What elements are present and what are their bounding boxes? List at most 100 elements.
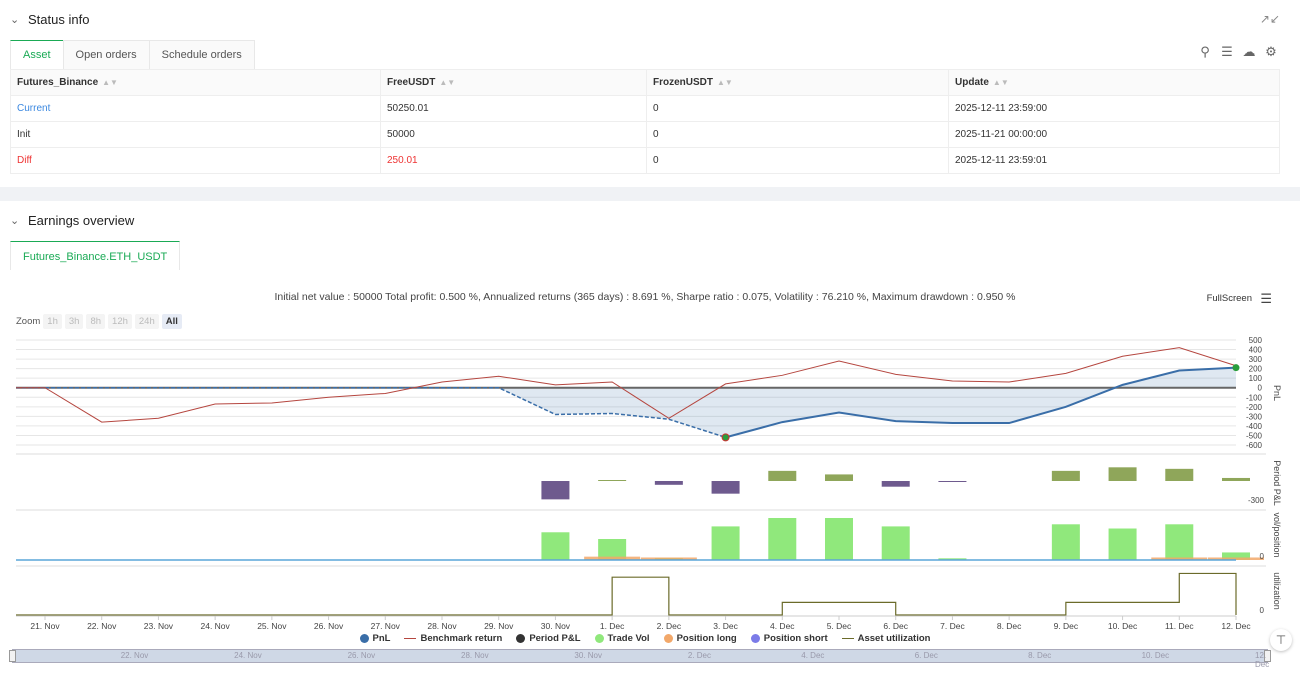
x-tick-label: 6. Dec xyxy=(883,621,908,631)
period-pl-bar xyxy=(711,481,740,494)
x-tick-label: 26. Nov xyxy=(314,621,344,631)
pnl-tick-label: 0 xyxy=(1258,384,1263,393)
cell-free: 50000 xyxy=(380,121,647,148)
search-icon[interactable]: ⚲ xyxy=(1200,44,1210,59)
trade-vol-bar xyxy=(1051,524,1080,560)
trade-vol-bar xyxy=(598,539,627,560)
sort-icon[interactable]: ▲▼ xyxy=(439,78,456,87)
earnings-title: Earnings overview xyxy=(28,213,135,228)
zoom-all-button[interactable]: All xyxy=(161,314,182,329)
legend-benchmark-marker xyxy=(404,638,417,639)
pnl-tick-label: -600 xyxy=(1246,441,1263,450)
navigator-label: 24. Nov xyxy=(234,651,262,660)
navigator-label: 28. Nov xyxy=(461,651,489,660)
tab-schedule-orders[interactable]: Schedule orders xyxy=(148,40,255,69)
legend-item-benchmark[interactable]: Benchmark return xyxy=(404,633,502,644)
legend-item-trade-vol[interactable]: Trade Vol xyxy=(594,633,650,644)
period-pl-bar xyxy=(1051,470,1080,481)
zoom-controls: Zoom 1h 3h 8h 12h 24h All xyxy=(16,314,182,329)
period-pl-bar xyxy=(1222,477,1250,481)
table-row: Init 50000 0 2025-11-21 00:00:00 xyxy=(10,121,1280,148)
cell-free: 50250.01 xyxy=(380,95,647,122)
x-tick-label: 3. Dec xyxy=(713,621,738,631)
scroll-to-top-button[interactable]: ⊤ xyxy=(1270,629,1292,651)
earnings-header[interactable]: ⌄ Earnings overview xyxy=(10,213,134,228)
sort-icon[interactable]: ▲▼ xyxy=(992,78,1009,87)
navigator-label: 2. Dec xyxy=(687,651,711,660)
expand-icon[interactable]: ↗↙ xyxy=(1259,12,1280,26)
col-header-freeusdt[interactable]: FreeUSDT ▲▼ xyxy=(380,69,647,96)
list-icon[interactable]: ☰ xyxy=(1221,44,1233,59)
cell-update: 2025-11-21 00:00:00 xyxy=(948,121,1280,148)
zoom-12h-button[interactable]: 12h xyxy=(108,314,132,329)
pnl-tick-label: 300 xyxy=(1249,355,1263,364)
period-pl-bar xyxy=(825,474,853,481)
zoom-24h-button[interactable]: 24h xyxy=(134,314,159,329)
x-tick-label: 23. Nov xyxy=(144,621,174,631)
performance-summary: Initial net value : 50000 Total profit: … xyxy=(274,291,1016,303)
col-header-update[interactable]: Update ▲▼ xyxy=(948,69,1280,96)
menu-icon[interactable]: ☰ xyxy=(1260,291,1272,306)
tab-asset[interactable]: Asset xyxy=(10,40,64,69)
vol-tick-label: 0 xyxy=(1260,552,1265,561)
legend-item-asset-utilization[interactable]: Asset utilization xyxy=(841,633,930,644)
x-tick-label: 5. Dec xyxy=(827,621,852,631)
navigator-left-handle[interactable] xyxy=(9,650,16,662)
legend-item-pnl[interactable]: PnL xyxy=(359,633,390,644)
pnl-tick-label: -400 xyxy=(1246,422,1263,431)
vol-axis-label: vol/position xyxy=(1272,512,1282,557)
x-tick-label: 11. Dec xyxy=(1165,621,1194,631)
x-tick-label: 25. Nov xyxy=(257,621,287,631)
trade-vol-bar xyxy=(711,526,740,560)
sort-icon[interactable]: ▲▼ xyxy=(102,78,118,87)
position-long-bar xyxy=(1151,557,1208,560)
trade-vol-bar xyxy=(1165,524,1194,560)
legend-trade-vol-marker xyxy=(594,634,604,643)
row-label: Init xyxy=(10,121,381,148)
legend-position-short-marker xyxy=(750,634,760,643)
last-pnl-marker xyxy=(1232,364,1240,372)
navigator-label: 4. Dec xyxy=(801,651,825,660)
min-pnl-marker xyxy=(721,433,730,442)
utilization-line xyxy=(16,572,1237,616)
util-tick-label: 0 xyxy=(1260,606,1265,615)
period-pl-bar xyxy=(598,480,627,481)
position-long-bar xyxy=(584,556,641,560)
navigator-label: 30. Nov xyxy=(574,651,602,660)
cloud-upload-icon[interactable]: ☁ xyxy=(1242,44,1256,59)
status-info-header[interactable]: ⌄ Status info xyxy=(10,12,89,27)
pnl-tick-label: 500 xyxy=(1249,336,1263,345)
zoom-8h-button[interactable]: 8h xyxy=(86,314,106,329)
x-tick-label: 7. Dec xyxy=(940,621,965,631)
x-tick-label: 22. Nov xyxy=(87,621,117,631)
zoom-3h-button[interactable]: 3h xyxy=(64,314,84,329)
legend-item-position-short[interactable]: Position short xyxy=(750,633,828,644)
legend-item-position-long[interactable]: Position long xyxy=(663,633,737,644)
gear-icon[interactable]: ⚙ xyxy=(1265,44,1277,59)
asset-table: Futures_Binance ▲▼ FreeUSDT ▲▼ FrozenUSDT ▲… xyxy=(10,69,1280,174)
trade-vol-bar xyxy=(768,518,797,560)
col-header-frozenusdt[interactable]: FrozenUSDT ▲▼ xyxy=(646,69,949,96)
navigator-right-handle[interactable] xyxy=(1264,650,1271,662)
x-tick-label: 21. Nov xyxy=(30,621,60,631)
pnl-tick-label: -200 xyxy=(1246,403,1263,412)
pnl-tick-label: 100 xyxy=(1249,374,1263,383)
tab-futures-binance-eth-usdt[interactable]: Futures_Binance.ETH_USDT xyxy=(10,241,181,270)
tab-open-orders[interactable]: Open orders xyxy=(62,40,150,69)
chevron-down-icon: ⌄ xyxy=(10,215,20,227)
pnl-tick-label: 200 xyxy=(1249,365,1263,374)
fullscreen-button[interactable]: FullScreen xyxy=(1206,293,1252,304)
sort-icon[interactable]: ▲▼ xyxy=(717,78,733,87)
legend-utilization-marker xyxy=(841,638,854,639)
legend-item-period-pl[interactable]: Period P&L xyxy=(516,633,581,644)
cell-free: 250.01 xyxy=(380,147,647,174)
row-label: Diff xyxy=(10,147,381,174)
cell-frozen: 0 xyxy=(646,95,949,122)
cell-frozen: 0 xyxy=(646,121,949,148)
x-tick-label: 12. Dec xyxy=(1221,621,1251,631)
col-header-futures-binance[interactable]: Futures_Binance ▲▼ xyxy=(10,69,381,96)
zoom-1h-button[interactable]: 1h xyxy=(43,314,62,329)
chart-navigator[interactable]: 22. Nov 24. Nov 26. Nov 28. Nov 30. Nov 2. De… xyxy=(9,649,1271,669)
trade-vol-bar xyxy=(1222,552,1250,560)
x-tick-label: 24. Nov xyxy=(200,621,230,631)
